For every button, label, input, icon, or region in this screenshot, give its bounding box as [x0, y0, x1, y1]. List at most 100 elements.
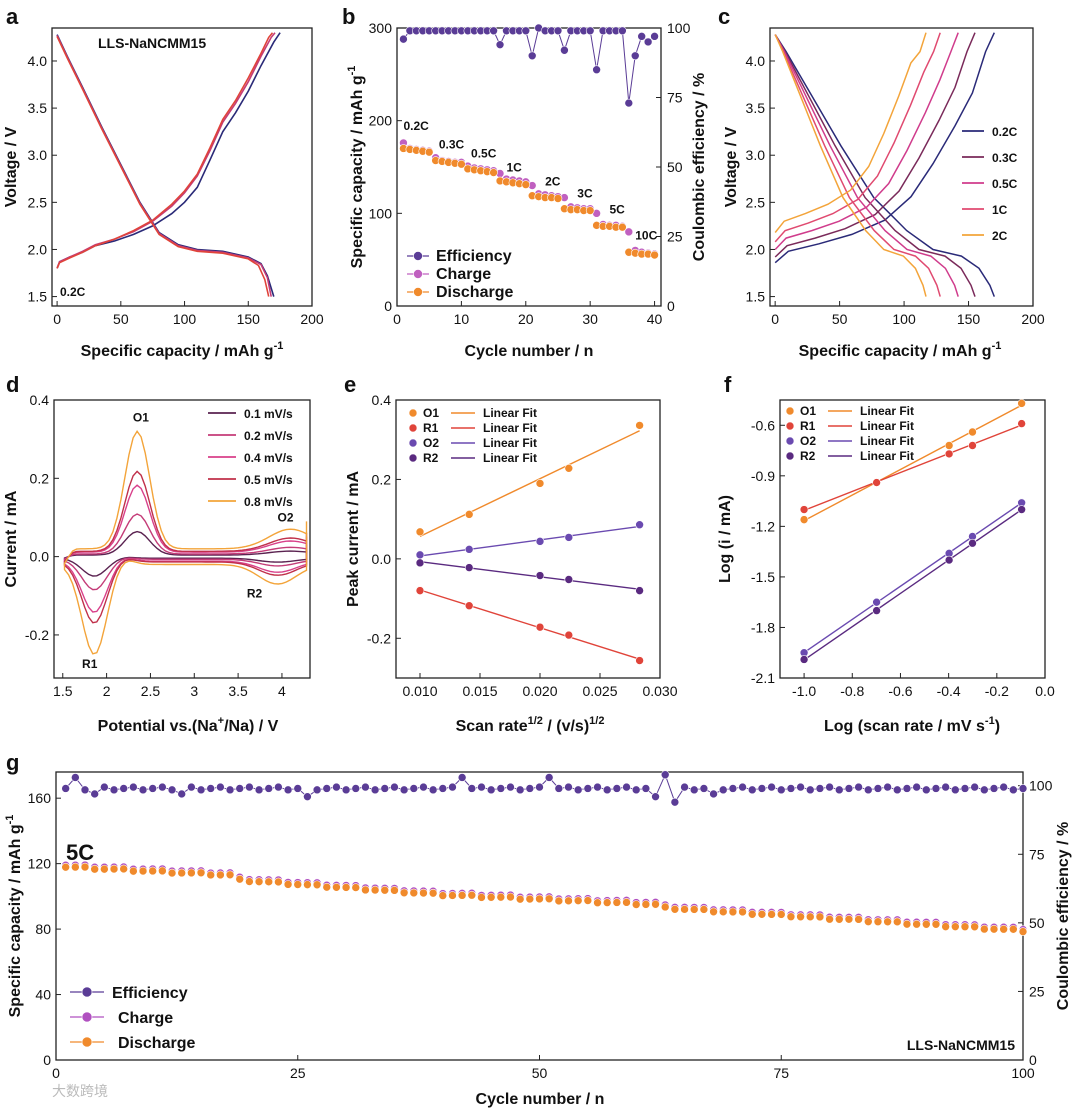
panel-g-efficiency-point	[583, 784, 593, 793]
panel-g-discharge-point	[583, 896, 593, 905]
panel-g-discharge-point	[834, 914, 844, 924]
panel-g-discharge-point	[303, 880, 312, 889]
panel-e-ticks: 0.010 0.015 0.020 0.025 0.030 -0.2 0.0 0.2 0.4	[367, 392, 678, 699]
panel-g-legend: Efficiency Charge Discharge	[70, 985, 195, 1052]
panel-f-legend: O1 Linear Fit R1 Linear Fit O2 Linear Fit R2 Li…	[785, 404, 914, 463]
panel-g-efficiency-point	[129, 782, 138, 792]
panel-a-ytick-label: 3.0	[28, 147, 48, 163]
panel-a-ylabel: Voltage / V	[3, 126, 20, 207]
panel-g-efficiency-point	[892, 785, 902, 795]
panel-g-legend-label: Efficiency	[112, 985, 188, 1002]
panel-b-rate-label: 0.5C	[471, 147, 497, 161]
panel-b-efficiency-point	[553, 26, 563, 36]
panel-g-efficiency-point	[61, 784, 70, 793]
panel-g-y2tick-label: 100	[1029, 778, 1053, 794]
panel-g-efficiency-point	[341, 785, 351, 795]
panel-g-discharge-point	[921, 919, 931, 929]
panel-g-efficiency-point	[167, 785, 177, 795]
panel-g-discharge-point	[728, 907, 738, 917]
panel-b-ytick-label: 0	[384, 298, 392, 314]
panel-g-efficiency-point	[834, 785, 844, 795]
panel-e-label: e	[344, 372, 356, 397]
panel-g-efficiency-point	[631, 785, 641, 795]
panel-g-efficiency-point	[622, 782, 631, 792]
panel-f-xtick-label: -0.8	[840, 683, 864, 699]
panel-e-point	[415, 586, 425, 595]
watermark: 大数跨境	[52, 1083, 108, 1099]
panel-f-point	[872, 606, 881, 615]
panel-b-efficiency-point	[521, 26, 531, 36]
panel-g-efficiency-point	[718, 785, 728, 795]
panel-g-ytick-label: 160	[28, 790, 52, 806]
panel-g-efficiency-point	[805, 785, 815, 795]
panel-d-peak-label: R2	[247, 587, 263, 601]
panel-e-fit-line	[419, 561, 640, 590]
panel-a-ytick-label: 2.5	[28, 194, 48, 210]
panel-g-discharge-point	[390, 886, 399, 895]
panel-e-ylabel: Peak current / mA	[345, 471, 362, 608]
panel-g-efficiency-point	[216, 782, 225, 792]
panel-g-discharge-point	[854, 915, 863, 924]
panel-g-discharge-point	[119, 864, 128, 874]
panel-g-discharge-point	[109, 864, 119, 874]
panel-b-efficiency-point	[560, 45, 569, 55]
panel-g-discharge-point	[129, 866, 138, 876]
panel-g-ytick-label: 40	[35, 987, 51, 1003]
panel-f-xtick-label: -0.2	[985, 683, 1009, 699]
panel-g-y2tick-label: 25	[1029, 983, 1045, 999]
panel-g-discharge-point	[380, 885, 390, 895]
panel-b-rate-label: 5C	[609, 202, 625, 216]
panel-b-efficiency-point	[650, 32, 659, 41]
panel-g-discharge-point	[883, 917, 892, 927]
panel-b-legend-label: Efficiency	[436, 248, 512, 265]
panel-b-legend-marker	[413, 269, 423, 279]
panel-e-ytick-label: -0.2	[367, 630, 391, 646]
panel-e-point	[464, 563, 474, 572]
panel-g-discharge-point	[148, 866, 157, 876]
panel-g-discharge-point	[216, 870, 225, 880]
panel-e-point	[415, 558, 425, 568]
panel-f-point	[1017, 419, 1026, 428]
panel-g-efficiency-point	[274, 782, 283, 792]
panel-g-efficiency-point	[815, 784, 825, 793]
panel-g-efficiency-point	[612, 784, 622, 793]
panel-g-efficiency-point	[138, 785, 148, 795]
panel-d-ytick-label: 0.2	[30, 470, 50, 486]
panel-f-legend-fit-label: Linear Fit	[860, 419, 914, 433]
panel-g-discharge-point	[573, 896, 583, 905]
panel-d-curves	[63, 430, 308, 655]
panel-b-y2tick-label: 100	[667, 20, 691, 36]
panel-g-discharge-point	[767, 910, 776, 919]
panel-d-legend-label: 0.8 mV/s	[244, 495, 293, 509]
panel-b-discharge-point	[424, 147, 434, 157]
panel-c-legend-label: 2C	[992, 229, 1008, 243]
panel-d-frame	[53, 399, 311, 679]
panel-g-discharge-point	[651, 899, 660, 909]
panel-g-efficiency-point	[535, 782, 544, 792]
panel-b-charge-point	[624, 227, 634, 237]
panel-g-discharge-point	[158, 866, 167, 876]
panel-g-efficiency-point	[921, 785, 931, 795]
panel-d-ylabel: Current / mA	[3, 490, 20, 587]
panel-g-discharge-point	[873, 917, 883, 927]
panel-g-efficiency-point	[90, 789, 99, 799]
panel-g-efficiency-point	[264, 784, 274, 793]
panel-e-fit-line	[419, 589, 640, 660]
panel-g-efficiency-point	[776, 785, 786, 795]
panel-g-efficiency-point	[660, 770, 670, 780]
panel-g-efficiency-point	[680, 782, 689, 792]
panel-f-fit-line	[803, 424, 1022, 512]
panel-g-discharge-point	[312, 880, 322, 890]
panel-g-efficiency-point	[728, 784, 738, 793]
panel-g-discharge-point	[351, 883, 361, 892]
panel-b-xtick-label: 10	[454, 311, 470, 327]
panel-a-ytick-label: 3.5	[28, 100, 48, 116]
panel-g-discharge-point	[631, 900, 641, 909]
panel-b-efficiency-point	[585, 26, 595, 36]
panel-c-legend-label: 0.5C	[992, 177, 1018, 191]
panel-a-rate: 0.2C	[60, 285, 86, 299]
panel-g-efficiency-point	[863, 785, 873, 795]
panel-g-efficiency-point	[980, 785, 989, 795]
